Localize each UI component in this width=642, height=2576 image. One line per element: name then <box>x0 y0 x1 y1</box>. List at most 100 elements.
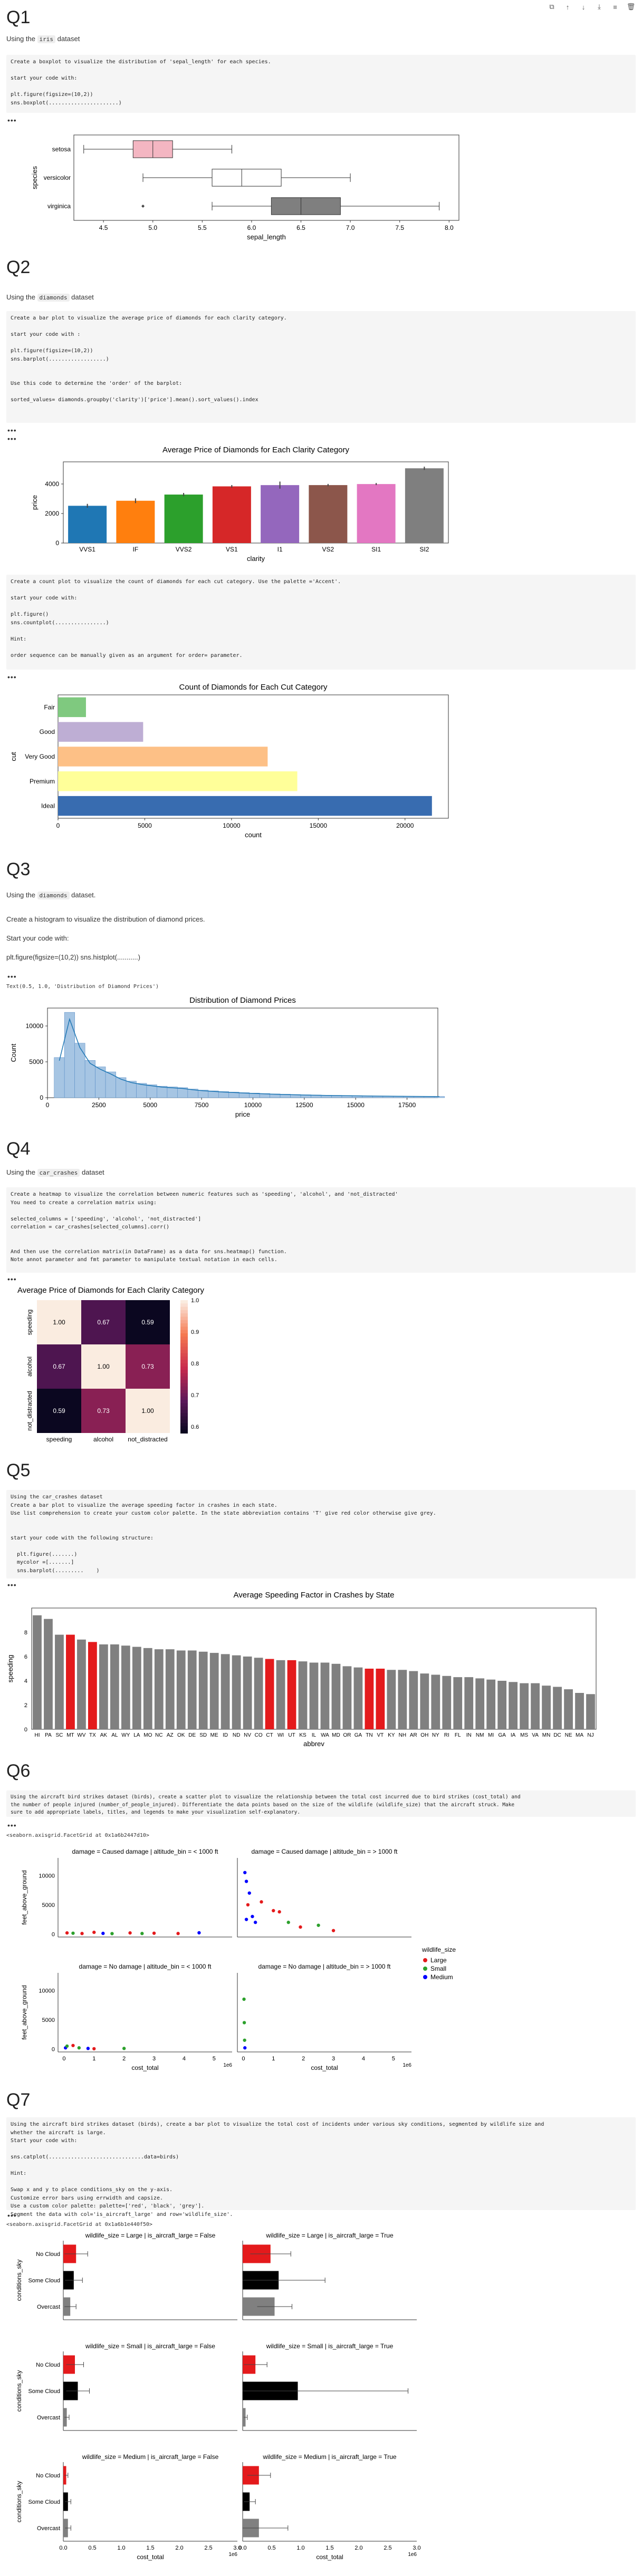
x-tick-label: ID <box>223 1732 228 1738</box>
download-icon[interactable]: ⤓ <box>598 3 601 11</box>
cell-label: 0.59 <box>53 1407 65 1415</box>
delete-icon[interactable]: 🗑 <box>626 3 636 11</box>
bar <box>387 1670 396 1729</box>
facet-title: wildlife_size = Large | is_aircraft_larg… <box>265 2232 394 2239</box>
hist-bar <box>167 1087 178 1098</box>
x-tick-label: MT <box>66 1732 74 1738</box>
x-tick-label: 0.5 <box>267 2545 275 2551</box>
q3-line3: plt.figure(figsize=(10,2)) sns.histplot(… <box>6 953 140 961</box>
legend-marker <box>423 1958 427 1962</box>
x-tick-label: NE <box>565 1732 572 1738</box>
x-tick-label: OK <box>177 1732 185 1738</box>
align-icon[interactable]: ≡ <box>613 3 617 11</box>
q6-code-cell[interactable]: Using the aircraft bird strikes dataset … <box>6 1790 636 1817</box>
bar <box>365 1669 374 1729</box>
colorbar-tick-label: 0.8 <box>191 1361 199 1367</box>
ellipsis-icon[interactable]: ••• <box>7 673 17 681</box>
scatter-point <box>71 2044 75 2047</box>
x-tick-label: 10000 <box>223 822 241 829</box>
bar <box>475 1678 485 1729</box>
colorbar-segment <box>180 1333 188 1338</box>
copy-icon[interactable]: ⧉ <box>549 3 554 11</box>
cell-label: 0.73 <box>97 1407 110 1415</box>
x-tick-label: WY <box>121 1732 130 1738</box>
scatter-point <box>242 1997 246 2001</box>
x-tick-label: 5000 <box>143 1101 157 1109</box>
scatter-point <box>128 1931 132 1935</box>
x-tick-label: CT <box>266 1732 273 1738</box>
y-tick-label: 4000 <box>45 480 59 488</box>
bar <box>68 506 107 543</box>
bar <box>33 1615 42 1729</box>
x-tick-label: VA <box>532 1732 539 1738</box>
x-tick-label: OR <box>343 1732 351 1738</box>
hist-bar <box>54 1057 65 1098</box>
y-axis-label: feet_above_ground <box>21 1985 28 2039</box>
ellipsis-icon[interactable]: ••• <box>7 116 17 124</box>
x-tick-label: WV <box>77 1732 85 1738</box>
bar <box>58 796 432 816</box>
ellipsis-icon[interactable]: ••• <box>7 426 17 434</box>
arrow-up-icon[interactable]: ↑ <box>566 3 570 11</box>
colorbar-tick-label: 1.0 <box>191 1297 199 1304</box>
bar <box>586 1694 595 1729</box>
bar <box>542 1686 551 1729</box>
y-tick-label: not_distracted <box>26 1391 33 1430</box>
scatter-point <box>243 1871 247 1874</box>
ellipsis-icon[interactable]: ••• <box>7 434 17 443</box>
scatter-point <box>299 1925 302 1929</box>
x-tick-label: HI <box>34 1732 40 1738</box>
q7-code-cell[interactable]: Using the aircraft bird strikes dataset … <box>6 2117 636 2217</box>
x-tick-label: IL <box>312 1732 317 1738</box>
facet-title: damage = No damage | altitude_bin = < 10… <box>79 1963 212 1970</box>
q2-countplot-cell[interactable]: Create a count plot to visualize the cou… <box>6 575 636 670</box>
heatmap-cell <box>81 1389 126 1433</box>
birds-bar-grid: wildlife_size = Large | is_aircraft_larg… <box>15 2232 421 2561</box>
plot-frame <box>73 134 459 221</box>
bar <box>198 1651 208 1729</box>
q3-intro: Using the diamonds dataset. <box>6 891 96 899</box>
q1-intro: Using the iris dataset <box>6 35 80 43</box>
bar <box>143 1648 152 1729</box>
scatter-point <box>71 1931 75 1935</box>
y-axis-label: conditions_sky <box>15 2370 23 2412</box>
x-tick-label: IF <box>133 546 139 553</box>
y-tick-label: Overcast <box>37 2525 60 2532</box>
bar <box>509 1682 518 1729</box>
scatter-point <box>243 2046 247 2050</box>
bar <box>212 486 251 543</box>
scatter-point <box>244 1918 248 1921</box>
x-tick-label: 17500 <box>398 1101 416 1109</box>
q4-code-cell[interactable]: Create a heatmap to visualize the correl… <box>6 1187 636 1273</box>
colorbar-segment <box>180 1326 188 1331</box>
colorbar-segment <box>180 1323 188 1328</box>
ellipsis-icon[interactable]: ••• <box>7 1821 17 1829</box>
q4-heading: Q4 <box>6 1139 31 1159</box>
bar <box>58 747 268 767</box>
ellipsis-icon[interactable]: ••• <box>7 1275 17 1283</box>
ellipsis-icon[interactable]: ••• <box>7 1581 17 1589</box>
x-tick-label: 2 <box>122 2056 126 2062</box>
y-tick-label: 0 <box>24 1727 27 1733</box>
colorbar-segment <box>180 1383 188 1387</box>
scatter-point <box>110 1932 114 1935</box>
y-tick-label: 0 <box>40 1094 43 1101</box>
chart-title: Average Speeding Factor in Crashes by St… <box>234 1591 395 1600</box>
q5-code-cell[interactable]: Using the car_crashes dataset Create a b… <box>6 1490 636 1578</box>
x-tick-label: AZ <box>167 1732 174 1738</box>
q2-code-cell[interactable]: Create a bar plot to visualize the avera… <box>6 311 636 423</box>
q1-code-cell[interactable]: Create a boxplot to visualize the distri… <box>6 55 636 113</box>
colorbar-segment <box>180 1390 188 1394</box>
scatter-point <box>197 1931 201 1935</box>
colorbar-segment <box>180 1416 188 1420</box>
arrow-down-icon[interactable]: ↓ <box>581 3 586 11</box>
ellipsis-icon[interactable]: ••• <box>7 972 17 981</box>
y-tick-label: alcohol <box>26 1357 33 1377</box>
ellipsis-icon[interactable]: ••• <box>7 2211 17 2220</box>
q7-output: <seaborn.axisgrid.FacetGrid at 0x1a6b1e4… <box>6 2222 152 2228</box>
iris-boxplot: setosa versicolor virginica 4.5 5.0 5.5 6.0 6.5… <box>31 134 459 241</box>
x-tick-label: PA <box>45 1732 52 1738</box>
colorbar-segment <box>180 1300 188 1304</box>
y-tick-label: 2 <box>24 1702 27 1709</box>
x-tick-label: 10000 <box>244 1101 262 1109</box>
